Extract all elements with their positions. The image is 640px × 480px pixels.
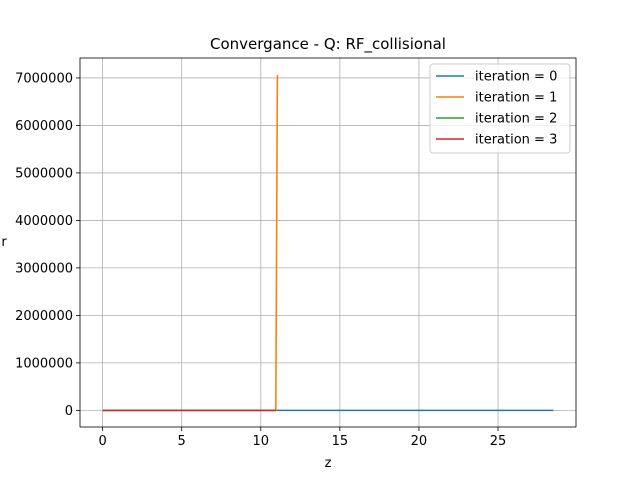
y-tick-label: 6000000 bbox=[15, 119, 73, 134]
y-tick-label: 4000000 bbox=[15, 214, 73, 229]
series-layer bbox=[102, 74, 554, 412]
y-ticks: 0 1000000 2000000 3000000 4000000 5000000 6000… bbox=[15, 71, 80, 419]
x-tick-label: 25 bbox=[490, 434, 507, 449]
y-tick-label: 1000000 bbox=[15, 356, 73, 371]
x-tick-label: 0 bbox=[98, 434, 106, 449]
legend: iteration = 0 iteration = 1 iteration = 2 i… bbox=[429, 63, 571, 154]
legend-label: iteration = 2 bbox=[475, 112, 557, 127]
legend-label: iteration = 1 bbox=[475, 91, 557, 106]
chart-title: Convergance - Q: RF_collisional bbox=[210, 35, 446, 54]
x-tick-label: 15 bbox=[332, 434, 349, 449]
x-tick-label: 20 bbox=[411, 434, 428, 449]
x-tick-label: 10 bbox=[253, 434, 270, 449]
y-tick-label: 5000000 bbox=[15, 166, 73, 181]
x-tick-label: 5 bbox=[178, 434, 186, 449]
x-ticks: 0 5 10 15 20 25 bbox=[98, 427, 506, 449]
legend-box bbox=[429, 63, 571, 154]
legend-label: iteration = 3 bbox=[475, 133, 557, 148]
y-tick-label: 7000000 bbox=[15, 71, 73, 86]
plot-frame bbox=[79, 57, 577, 428]
y-tick-label: 3000000 bbox=[15, 261, 73, 276]
y-axis-label: r bbox=[1, 235, 7, 250]
x-axis-label: z bbox=[325, 456, 332, 471]
y-tick-label: 0 bbox=[65, 404, 73, 419]
y-tick-label: 2000000 bbox=[15, 309, 73, 324]
legend-label: iteration = 0 bbox=[475, 70, 557, 85]
